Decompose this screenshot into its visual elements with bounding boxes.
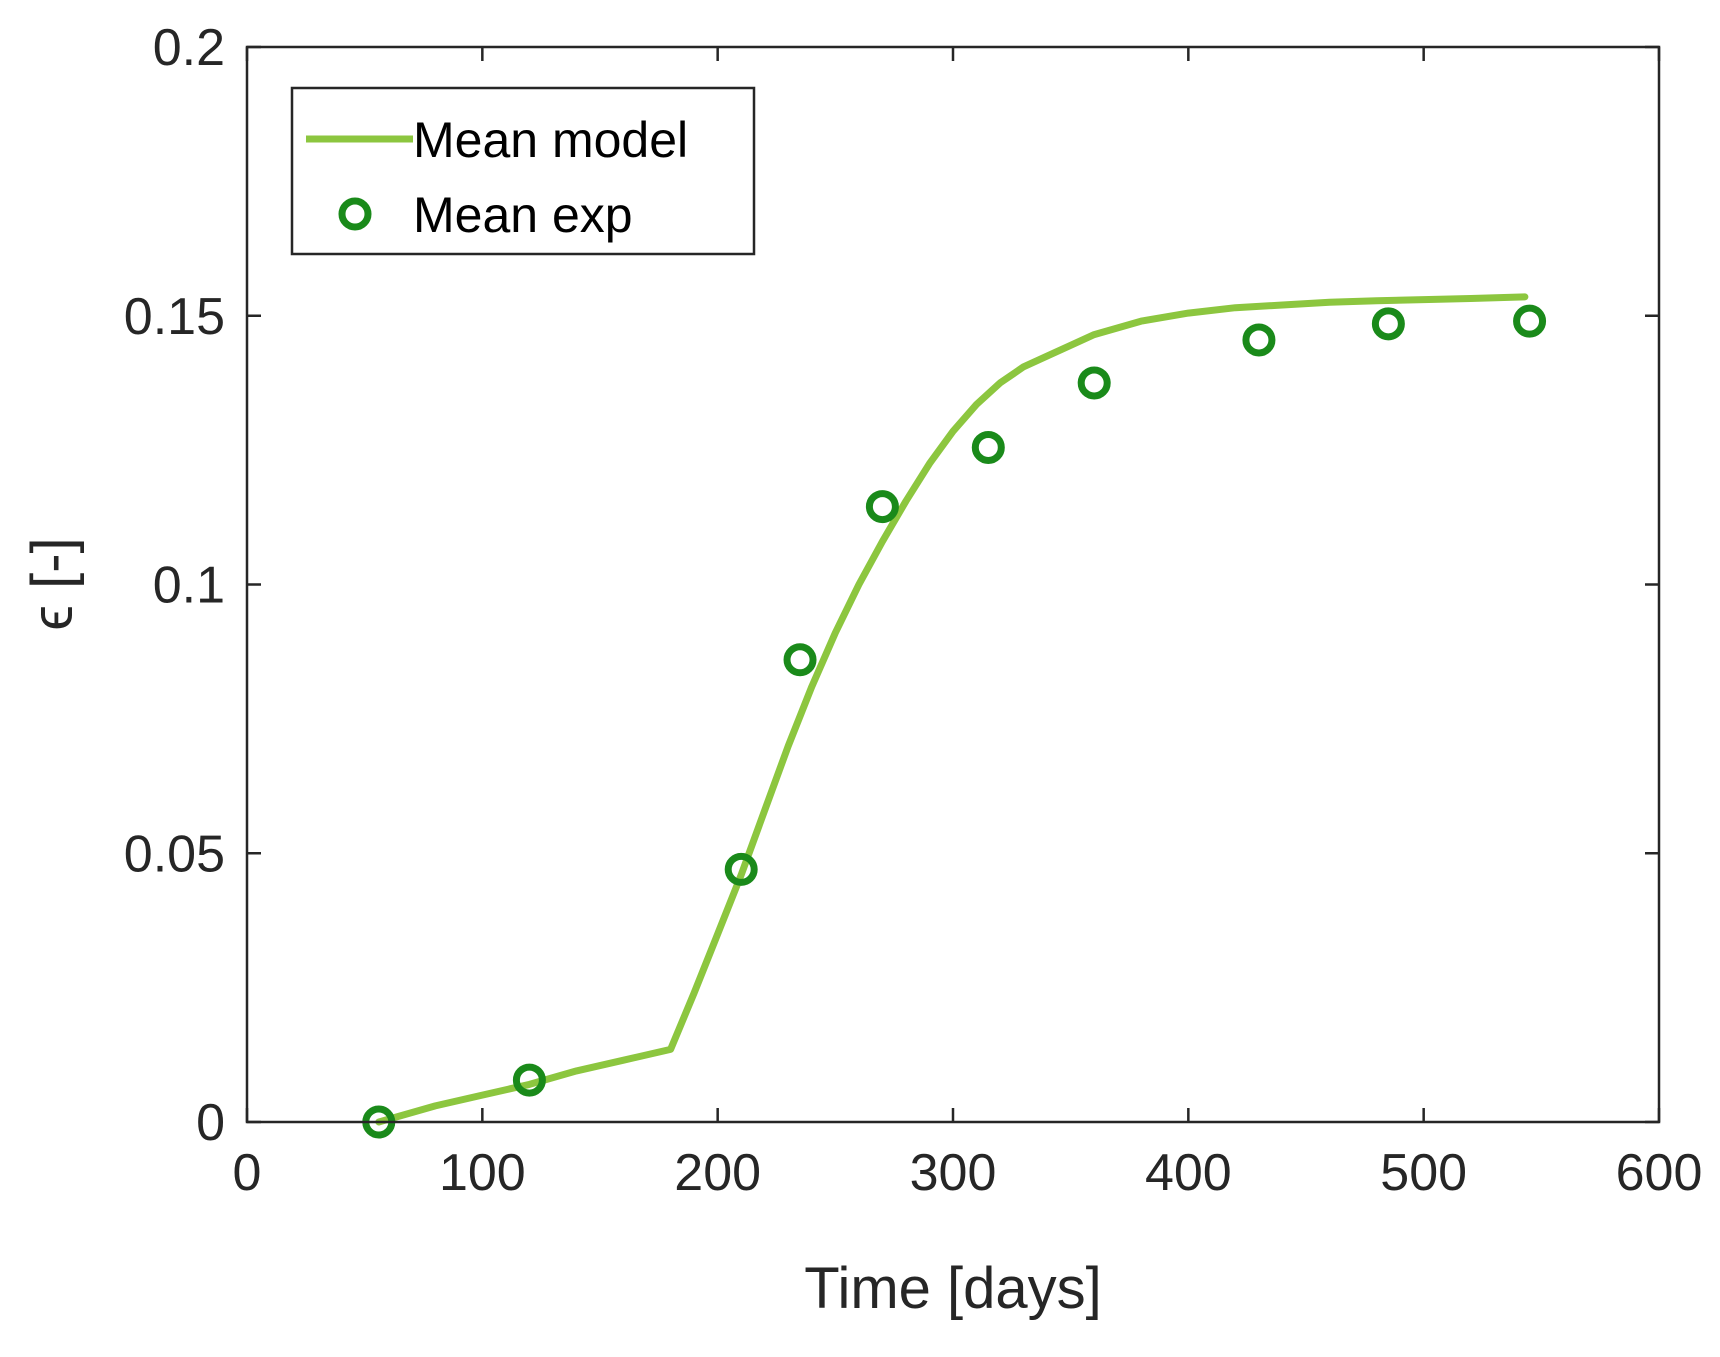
x-tick-label: 600 <box>1616 1144 1703 1202</box>
data-point-mean-exp <box>1513 304 1547 338</box>
data-point-mean-exp <box>724 852 758 886</box>
y-tick-label: 0.1 <box>153 557 225 615</box>
x-tick-label: 300 <box>910 1144 997 1202</box>
legend: Mean model Mean exp <box>290 86 756 256</box>
x-axis-title: Time [days] <box>804 1256 1102 1321</box>
tick-labels: 0 100 200 300 400 500 600 0 0.05 0.1 0.15 0.2 <box>124 19 1703 1202</box>
x-tick-label: 0 <box>233 1144 262 1202</box>
y-tick-label: 0.05 <box>124 825 225 883</box>
legend-label-model: Mean model <box>413 112 688 168</box>
data-point-mean-exp <box>1371 307 1405 341</box>
y-axis-title: ϵ [-] <box>20 537 85 630</box>
data-point-mean-exp <box>512 1063 546 1097</box>
x-tick-label: 100 <box>439 1144 526 1202</box>
data-point-mean-exp <box>783 643 817 677</box>
legend-box <box>290 86 756 256</box>
y-tick-label: 0.15 <box>124 288 225 346</box>
series-line-mean-model <box>375 293 1529 1126</box>
y-tick-label: 0 <box>196 1094 225 1152</box>
data-point-mean-exp <box>1077 366 1111 400</box>
legend-label-exp: Mean exp <box>413 187 633 243</box>
plot-frame <box>245 45 1661 1124</box>
y-tick-label: 0.2 <box>153 19 225 77</box>
x-tick-label: 500 <box>1380 1144 1467 1202</box>
x-tick-label: 400 <box>1145 1144 1232 1202</box>
data-point-mean-exp <box>971 430 1005 464</box>
x-tick-label: 200 <box>674 1144 761 1202</box>
legend-marker-sample <box>338 197 372 231</box>
data-point-mean-exp <box>865 490 899 524</box>
data-point-mean-exp <box>1242 323 1276 357</box>
